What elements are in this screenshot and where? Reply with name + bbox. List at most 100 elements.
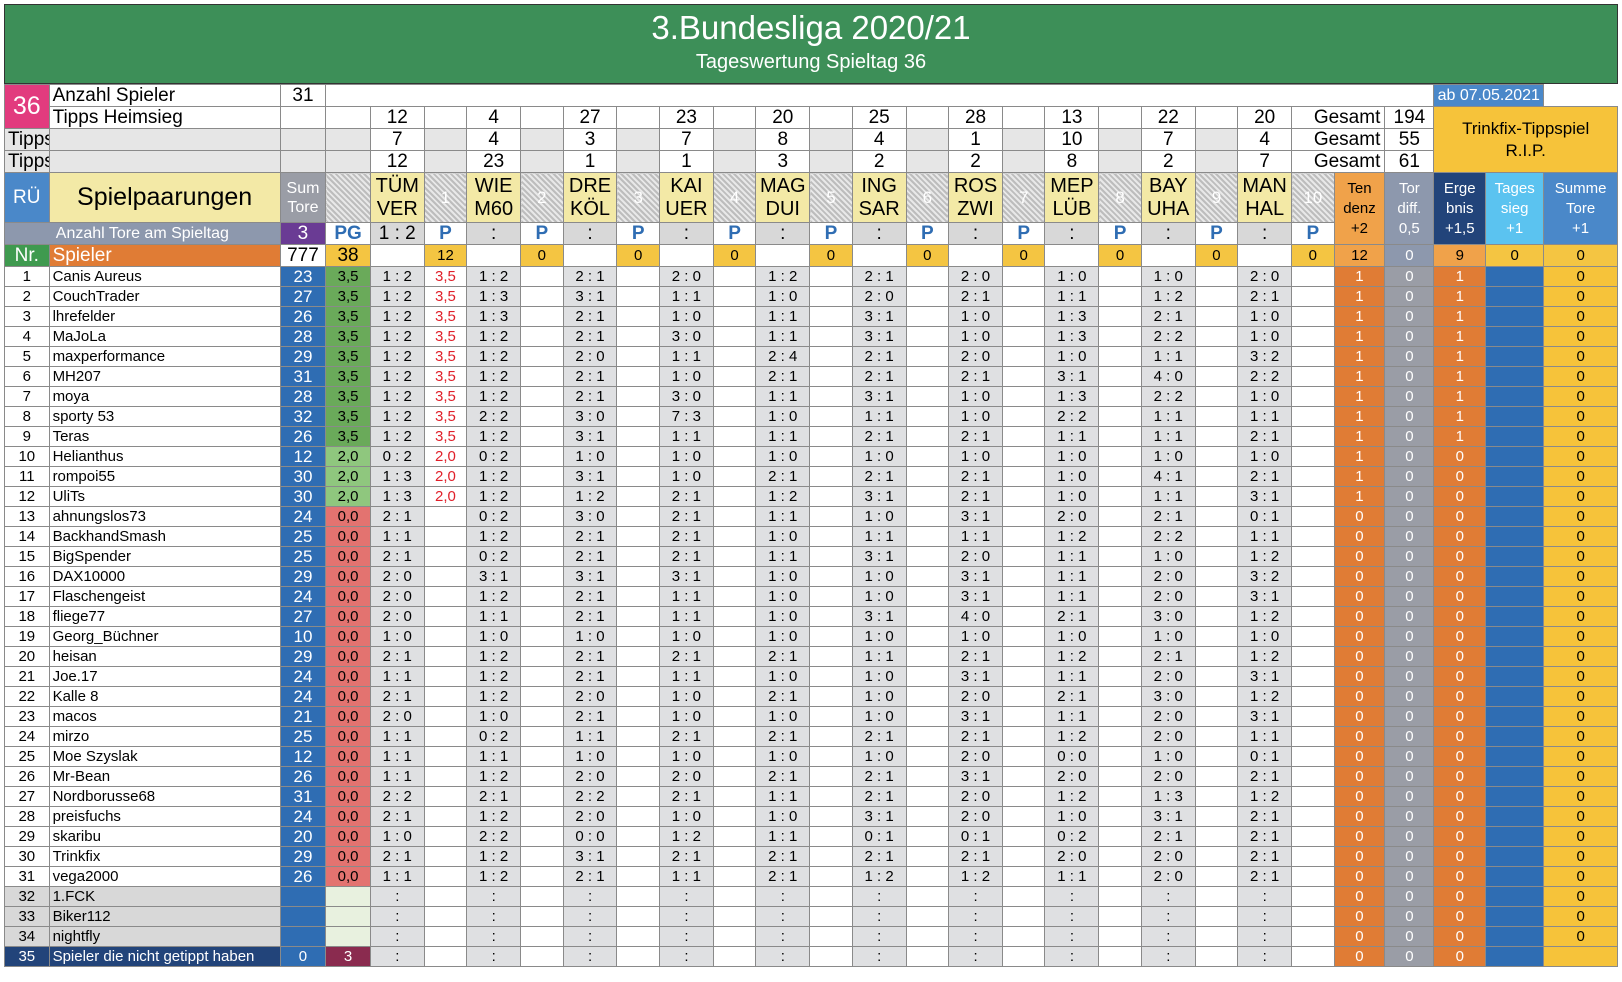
tips-draw-count: 4: [851, 128, 907, 151]
player-tip: 1 : 0: [851, 746, 907, 767]
player-tagessieg: [1485, 346, 1545, 367]
player-points: [1291, 326, 1335, 347]
tendenz-l3: +2: [1350, 219, 1369, 237]
player-goals: 29: [279, 566, 327, 587]
player-tip: 2 : 1: [851, 366, 907, 387]
player-points: [1001, 386, 1046, 407]
player-tip: 2 : 0: [369, 566, 425, 587]
player-tip: 2 : 0: [1140, 846, 1196, 867]
player-nr: 25: [4, 746, 50, 767]
player-points: [1194, 686, 1239, 707]
player-tagessieg: [1485, 806, 1545, 827]
player-tip: 2 : 4: [755, 346, 811, 367]
player-ergebnis: 0: [1433, 786, 1487, 807]
player-points: [1194, 306, 1239, 327]
player-goals: 28: [279, 326, 327, 347]
player-summe: 0: [1543, 806, 1618, 827]
player-points: [520, 786, 564, 807]
player-points: [1001, 786, 1046, 807]
player-ergebnis: 1: [1433, 406, 1487, 427]
player-points: [520, 886, 564, 907]
footer-tip: :: [658, 946, 714, 967]
player-tip: 1 : 0: [658, 706, 714, 727]
player-points: [1291, 286, 1335, 307]
match-pair: ING SAR: [851, 172, 907, 223]
info-spacer: [325, 84, 1435, 107]
player-pg: 3,5: [325, 406, 371, 427]
player-points: [809, 666, 853, 687]
player-summe: 0: [1543, 846, 1618, 867]
player-pg: 0,0: [325, 606, 371, 627]
page-subtitle: Tageswertung Spieltag 36: [695, 51, 927, 73]
player-tendenz: 1: [1333, 306, 1386, 327]
player-points: [809, 746, 853, 767]
player-tip: 3 : 1: [851, 546, 907, 567]
date-badge: ab 07.05.2021: [1433, 84, 1545, 107]
player-tip: 2 : 1: [466, 786, 522, 807]
player-points: [1194, 626, 1239, 647]
player-points: [1001, 566, 1046, 587]
player-tip: 1 : 2: [562, 486, 618, 507]
player-points: [712, 706, 757, 727]
player-ergebnis: 0: [1433, 806, 1487, 827]
player-nr: 4: [4, 326, 50, 347]
player-pg: 3,5: [325, 346, 371, 367]
player-points: [905, 546, 950, 567]
player-tordiff: 0: [1384, 266, 1435, 287]
tendenz-header: Ten denz +2: [1333, 172, 1386, 245]
player-tip: 1 : 0: [562, 446, 618, 467]
player-pg: [325, 886, 371, 907]
player-pg: 0,0: [325, 826, 371, 847]
player-tip: 2 : 0: [1044, 506, 1100, 527]
player-nr: 14: [4, 526, 50, 547]
player-tip: 2 : 1: [1237, 766, 1293, 787]
spacer: [1098, 150, 1142, 173]
player-points: [616, 866, 660, 887]
away-team: UHA: [1147, 197, 1190, 220]
match-result: :: [1237, 222, 1293, 245]
player-pg: 0,0: [325, 526, 371, 547]
match-result: :: [755, 222, 811, 245]
player-tip: 2 : 1: [562, 366, 618, 387]
player-points: [1098, 346, 1142, 367]
footer-summe: [1543, 946, 1618, 967]
player-points: [809, 626, 853, 647]
player-ergebnis: 1: [1433, 286, 1487, 307]
player-tendenz: 1: [1333, 326, 1386, 347]
player-points: [423, 926, 468, 947]
player-nr: 12: [4, 486, 50, 507]
player-tip: 1 : 0: [466, 706, 522, 727]
player-name: maxperformance: [48, 346, 281, 367]
player-pg: 3,5: [325, 286, 371, 307]
player-points: [809, 606, 853, 627]
player-tip: 1 : 0: [1140, 446, 1196, 467]
match-pair: DRE KÖL: [562, 172, 618, 223]
player-tip: :: [369, 886, 425, 907]
player-tip: 2 : 1: [948, 366, 1003, 387]
player-points: [520, 486, 564, 507]
player-tip: 3 : 1: [948, 506, 1003, 527]
player-points: [423, 686, 468, 707]
player-ergebnis: 0: [1433, 446, 1487, 467]
match-pair: MEP LÜB: [1044, 172, 1100, 223]
player-summe: 0: [1543, 606, 1618, 627]
player-ergebnis: 1: [1433, 266, 1487, 287]
player-points: [1001, 866, 1046, 887]
player-points: [712, 886, 757, 907]
player-points: [423, 666, 468, 687]
player-points: [712, 506, 757, 527]
player-points: 3,5: [423, 266, 468, 287]
player-points: [520, 306, 564, 327]
away-team: ZWI: [957, 197, 994, 220]
player-tip: 1 : 1: [1044, 426, 1100, 447]
player-tip: :: [1044, 906, 1100, 927]
tips-home-count: 27: [562, 106, 618, 129]
footer-tip: :: [562, 946, 618, 967]
player-tagessieg: [1485, 846, 1545, 867]
player-tip: 1 : 1: [851, 526, 907, 547]
player-tip: 2 : 2: [369, 786, 425, 807]
player-tendenz: 0: [1333, 566, 1386, 587]
player-points: [1194, 826, 1239, 847]
